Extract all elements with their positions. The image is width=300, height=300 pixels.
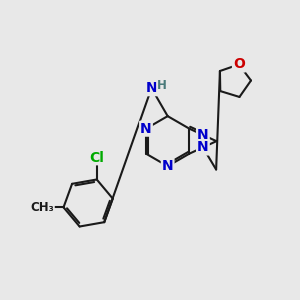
Text: Cl: Cl	[89, 151, 104, 165]
Text: O: O	[233, 58, 245, 71]
Text: N: N	[140, 122, 152, 136]
Text: N: N	[197, 128, 209, 142]
Text: H: H	[157, 79, 167, 92]
Text: N: N	[162, 159, 173, 173]
Text: N: N	[146, 81, 157, 95]
Text: N: N	[197, 140, 209, 154]
Text: CH₃: CH₃	[30, 201, 54, 214]
